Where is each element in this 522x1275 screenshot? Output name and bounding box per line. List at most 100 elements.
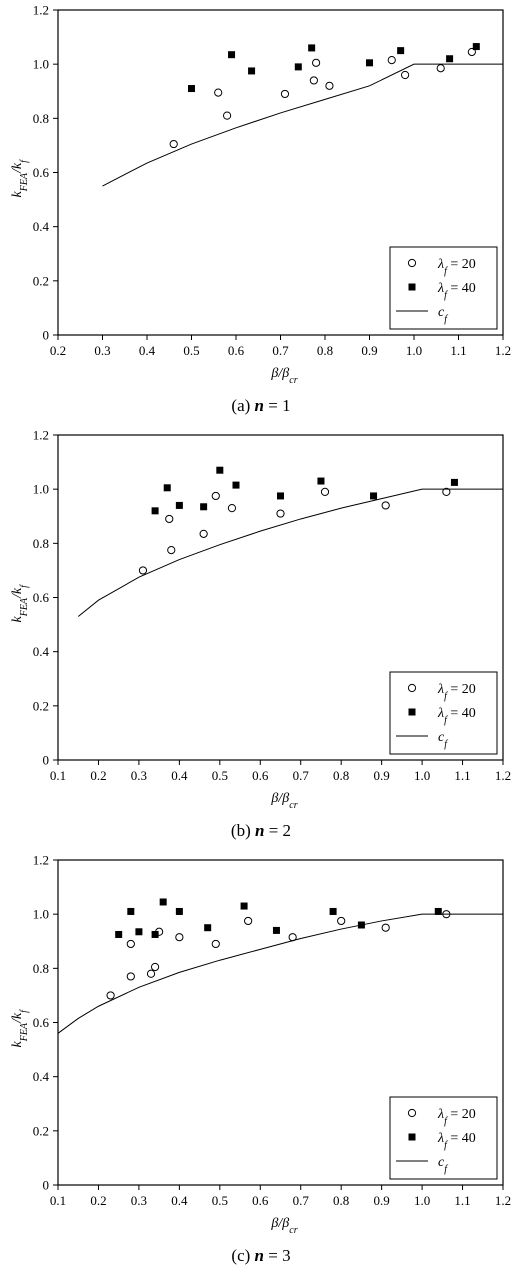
- data-point-circle: [312, 58, 321, 67]
- series-line: [77, 488, 503, 617]
- y-tick-label: 0.4: [33, 1069, 50, 1084]
- x-tick-label: 0.2: [90, 1193, 106, 1208]
- data-point-circle: [150, 962, 160, 972]
- data-point-circle: [175, 933, 184, 942]
- data-point-square: [450, 478, 458, 486]
- y-tick-label: 1.2: [33, 3, 49, 18]
- y-tick-label: 0.2: [33, 698, 49, 713]
- x-axis-label: β/βcr: [270, 1216, 297, 1236]
- data-point-circle: [211, 939, 220, 949]
- chart-panel-b: 0.1 0.2 0.3 0.4 0.5 0.6 0.7 0.8 0.9 1.0 1.1 1.2 0 0.2…: [0, 425, 522, 850]
- x-tick-label: 0.8: [333, 768, 349, 783]
- data-point-circle: [169, 139, 178, 149]
- data-point-square: [329, 907, 337, 915]
- data-point-circle: [146, 969, 156, 978]
- data-point-square: [294, 63, 302, 71]
- x-tick-label: 0.7: [272, 343, 289, 358]
- chart-panel-a: 0.2 0.3 0.4 0.5 0.6 0.7 0.8 0.9 1.0 1.1 1.2 0 0.2 0.4…: [0, 0, 522, 425]
- y-tick-label: 0.2: [33, 273, 49, 288]
- x-tick-label: 0.5: [183, 343, 199, 358]
- data-point-square: [472, 43, 480, 51]
- data-point-circle: [126, 972, 135, 981]
- legend-label: λf = 40: [437, 1131, 476, 1151]
- series-open-circle: [138, 487, 451, 575]
- x-tick-label: 0.7: [293, 768, 310, 783]
- y-tick-label: 0: [43, 1178, 50, 1193]
- legend-circle-icon: [407, 1108, 417, 1118]
- legend-box: [389, 1096, 498, 1180]
- data-point-square: [115, 930, 123, 938]
- data-point-square: [370, 492, 378, 500]
- x-tick-label: 0.4: [171, 1193, 188, 1208]
- x-tick-label: 1.0: [406, 343, 422, 358]
- y-tick-label: 1.0: [33, 907, 49, 922]
- data-point-circle: [276, 509, 285, 518]
- y-tick-label: 0.6: [33, 1015, 50, 1030]
- chart-b-svg: 0.1 0.2 0.3 0.4 0.5 0.6 0.7 0.8 0.9 1.0 1.1 1.2 0 0.2…: [10, 428, 511, 811]
- legend-square-icon: [408, 283, 416, 291]
- data-point-circle: [138, 566, 148, 575]
- data-point-circle: [211, 491, 220, 501]
- data-point-square: [446, 55, 454, 63]
- y-axis-label: kFEA/kf: [10, 584, 30, 623]
- x-tick-label: 0.2: [90, 768, 106, 783]
- legend-label: λf = 20: [437, 1107, 476, 1127]
- y-tick-label: 0: [43, 753, 50, 768]
- data-point-square: [366, 59, 373, 67]
- data-point-circle: [387, 56, 396, 65]
- x-tick-label: 1.1: [454, 1193, 470, 1208]
- series-open-circle: [169, 47, 476, 149]
- x-tick-label: 0.9: [361, 343, 377, 358]
- x-tick-label: 1.0: [414, 768, 430, 783]
- chart-c-caption: (c) n = 3: [231, 1246, 291, 1265]
- x-tick-label: 0.3: [131, 768, 147, 783]
- y-tick-label: 0: [43, 328, 50, 343]
- legend-box: [389, 246, 498, 330]
- x-tick-label: 0.5: [212, 768, 228, 783]
- chart-a-caption: (a) n = 1: [231, 396, 291, 415]
- data-point-square: [248, 67, 256, 75]
- legend-square-icon: [408, 708, 416, 716]
- legend: λf = 20 λf = 40 cf: [389, 246, 498, 330]
- data-point-square: [277, 492, 284, 500]
- data-point-square: [317, 477, 325, 485]
- data-point-square: [151, 930, 159, 938]
- data-point-circle: [214, 88, 223, 97]
- y-tick-label: 0.8: [33, 111, 49, 126]
- data-point-square: [135, 928, 143, 936]
- x-tick-label: 1.2: [495, 1193, 511, 1208]
- legend-square-icon: [408, 1133, 416, 1141]
- legend-label: λf = 40: [437, 281, 476, 301]
- legend-label: λf = 20: [437, 682, 476, 702]
- series-line: [102, 63, 503, 187]
- y-tick-label: 0.2: [33, 1123, 49, 1138]
- data-point-circle: [126, 939, 135, 949]
- data-point-square: [228, 51, 236, 59]
- y-tick-label: 1.2: [33, 853, 49, 868]
- cf-curve: [102, 63, 503, 187]
- chart-panel-c: 0.1 0.2 0.3 0.4 0.5 0.6 0.7 0.8 0.9 1.0 1.1 1.2 0 0.2…: [0, 850, 522, 1275]
- data-point-square: [175, 907, 183, 915]
- legend-label: λf = 40: [437, 706, 476, 726]
- data-point-circle: [167, 546, 176, 555]
- x-tick-label: 1.2: [495, 343, 511, 358]
- legend: λf = 20 λf = 40 cf: [389, 671, 498, 755]
- x-tick-label: 1.2: [495, 768, 511, 783]
- y-axis-label: kFEA/kf: [10, 159, 30, 198]
- y-tick-label: 1.2: [33, 428, 49, 443]
- legend-label: λf = 20: [437, 257, 476, 277]
- data-point-circle: [381, 923, 390, 932]
- chart-a-svg: 0.2 0.3 0.4 0.5 0.6 0.7 0.8 0.9 1.0 1.1 1.200.20.4…: [10, 3, 511, 386]
- x-tick-label: 0.5: [212, 1193, 228, 1208]
- x-tick-label: 0.1: [50, 1193, 66, 1208]
- y-tick-label: 0.8: [33, 961, 49, 976]
- x-tick-label: 0.7: [293, 1193, 310, 1208]
- data-point-circle: [223, 111, 232, 120]
- chart-b-caption: (b) n = 2: [230, 821, 292, 840]
- data-point-square: [434, 907, 442, 915]
- data-point-circle: [106, 991, 115, 1000]
- x-tick-label: 0.6: [252, 1193, 269, 1208]
- x-tick-label: 0.8: [317, 343, 333, 358]
- x-tick-label: 0.3: [131, 1193, 147, 1208]
- legend-box: [389, 671, 498, 755]
